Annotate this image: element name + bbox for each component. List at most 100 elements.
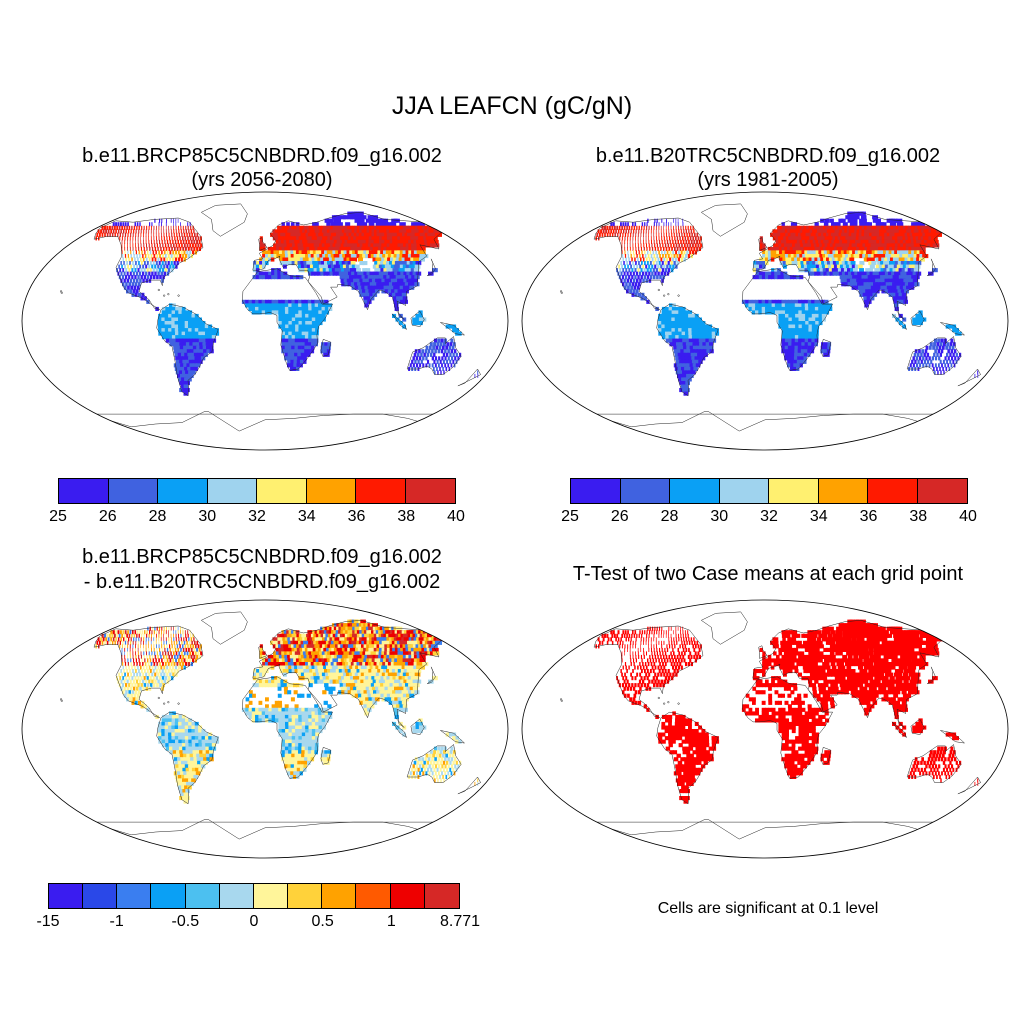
map-cell [419,321,423,326]
map-cell [871,261,877,266]
map-cell [893,254,900,259]
map-cell [910,268,917,273]
map-cell [814,257,819,262]
map-cell [791,257,796,262]
map-cell [164,324,169,329]
map-cell [620,261,622,266]
map-cell [188,239,190,244]
map-cell [123,261,125,266]
map-cell [648,229,650,234]
map-cell [329,218,334,223]
map-cell [650,236,652,241]
map-cell [277,275,282,280]
map-cell [327,303,333,308]
map-cell [676,345,681,350]
map-cell [395,268,401,273]
map-cells [95,619,479,804]
map-cell [287,640,292,645]
map-cell [635,229,637,234]
map-cell [854,250,860,255]
map-cell [308,633,313,638]
map-cell [279,250,283,255]
map-cell [852,218,858,223]
map-cell [170,630,172,635]
map-cell [652,268,655,273]
map-cell [788,306,793,311]
map-cell [340,243,346,248]
map-cell [158,225,160,230]
map-cell [814,299,819,304]
map-cell [109,232,111,237]
map-cell [278,321,283,326]
map-cell [761,275,766,280]
map-cell [313,640,318,645]
map-cell [298,338,302,343]
map-cell [898,257,905,262]
map-cell [326,222,331,227]
map-cell [676,254,679,259]
map-cell [151,651,153,656]
map-cell [179,644,181,649]
map-cell [639,254,641,259]
map-cell [694,356,699,361]
map-cell [839,246,845,251]
map-cell [663,236,665,241]
map-cell [331,229,337,234]
map-cell [245,299,249,304]
map-cell [643,239,644,244]
map-cell [396,264,403,269]
map-cell [153,633,155,638]
map-cell [145,640,147,645]
map-cell [657,324,662,329]
map-cell [160,229,162,234]
map-cell [632,243,634,248]
map-cell [815,317,820,322]
map-cell [194,651,197,656]
map-cell [877,250,883,255]
map-cell [291,306,296,311]
map-cell [638,261,640,266]
map-cell [392,275,398,280]
map-cell [171,306,176,311]
map-cell [779,257,784,262]
map-cell [423,352,426,357]
map-cell [675,310,679,315]
map-cell [892,313,897,318]
map-cell [315,317,320,322]
coastline-eurasia [252,212,442,320]
map-cell [336,239,342,244]
map-cell [671,335,677,340]
map-cell [915,271,922,276]
map-cell [787,352,792,357]
map-cell [784,335,789,340]
map-cell [329,644,335,649]
map-cell [163,644,165,649]
map-cell [178,324,183,329]
map-cell [900,289,906,294]
map-cell [628,275,631,280]
map-cell [298,335,302,340]
map-cell [661,239,663,244]
map-cell [436,366,438,371]
map-cell [685,254,688,259]
map-cell [177,257,180,262]
map-cell [909,261,916,266]
colorbar-box-7 [917,479,967,503]
map-cell [194,640,196,645]
map-cell [149,268,152,273]
map-cell [308,324,313,329]
map-cell [298,328,303,333]
map-cell [140,239,142,244]
map-cell [342,246,347,251]
map-cell [320,246,325,251]
map-cell [828,257,834,262]
colorbar-tick-label: 26 [98,508,117,525]
map-cell [164,243,167,248]
map-cell [127,647,128,652]
map-cell [145,232,147,237]
map-cell [794,261,799,266]
map-cell [195,359,200,364]
map-cell [653,229,655,234]
map-cell [156,644,157,649]
map-cell [337,236,343,241]
